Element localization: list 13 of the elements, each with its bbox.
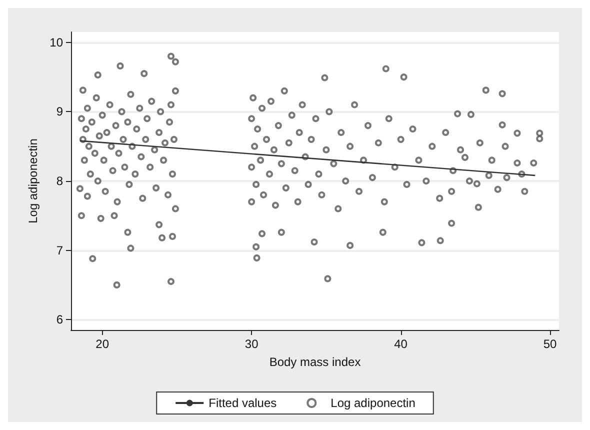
x-tick-label: 50 <box>543 337 558 351</box>
y-tick-label: 8 <box>56 174 64 188</box>
y-tick-label: 10 <box>50 35 64 50</box>
y-tick-label: 9 <box>56 104 64 119</box>
y-tick-label: 6 <box>56 312 64 327</box>
x-axis-title: Body mass index <box>269 355 361 369</box>
x-tick-label: 20 <box>96 337 110 351</box>
legend-label: Log adiponectin <box>330 396 416 410</box>
y-tick-label: 7 <box>56 243 64 258</box>
legend-label: Fitted values <box>208 396 277 410</box>
x-tick-label: 40 <box>394 337 408 351</box>
x-tick-label: 30 <box>244 337 259 351</box>
y-axis-title: Log adiponectin <box>26 138 40 224</box>
